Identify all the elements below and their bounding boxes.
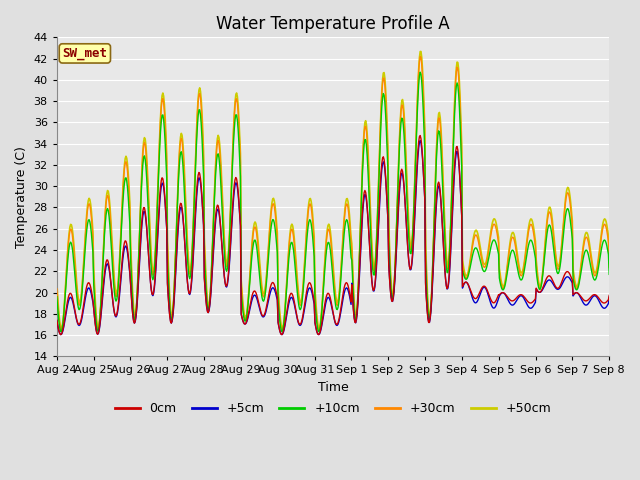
Text: SW_met: SW_met — [62, 47, 108, 60]
Y-axis label: Temperature (C): Temperature (C) — [15, 146, 28, 248]
X-axis label: Time: Time — [317, 381, 348, 394]
Legend: 0cm, +5cm, +10cm, +30cm, +50cm: 0cm, +5cm, +10cm, +30cm, +50cm — [109, 397, 556, 420]
Title: Water Temperature Profile A: Water Temperature Profile A — [216, 15, 450, 33]
